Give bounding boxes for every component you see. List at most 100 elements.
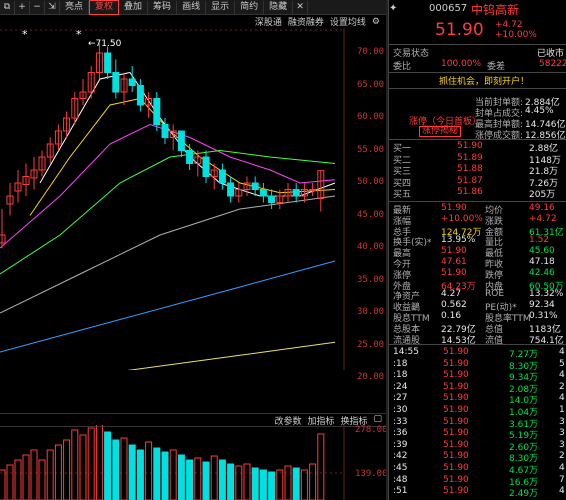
tick-row: :18 51.90 8.30万 5 [389, 359, 566, 372]
stat-value: 0.31% [529, 311, 558, 321]
expand-icon[interactable]: ▢ [373, 414, 382, 424]
tick-time: :51 [393, 486, 408, 497]
stat-label: 内盘 [485, 281, 504, 292]
volume-bar [317, 433, 325, 500]
tick-volume: 16.6万 [509, 477, 539, 488]
stat-value: 45.60 [529, 246, 555, 257]
stat-value: 51.90 [441, 267, 467, 278]
candle-body [145, 98, 153, 106]
draw-button[interactable]: 画线 [177, 0, 207, 14]
candles [0, 43, 325, 248]
order-book-price: 51.86 [457, 187, 483, 197]
volume-chart[interactable] [0, 425, 386, 500]
tick-time: :33 [393, 416, 408, 427]
tick-volume: 14.0万 [509, 396, 539, 407]
tick-row: :51 51.90 2.49万 4 [389, 486, 566, 499]
candle-body [169, 130, 177, 138]
tab-switch-indicator[interactable]: 换指标 [340, 417, 368, 427]
tick-price: 51.90 [443, 439, 469, 450]
candle-body [268, 195, 276, 203]
order-book-row[interactable]: 买三 51.88 21.8万 [389, 164, 566, 177]
stat-label: 涨幅 [393, 216, 412, 227]
candle-body [79, 91, 87, 99]
tick-row: :30 51.90 1.04万 1 [389, 405, 566, 418]
order-book-row[interactable]: 买五 51.86 205万 [389, 187, 566, 200]
panel-splitter[interactable] [386, 0, 388, 500]
stat-label: 流通股 [393, 335, 421, 346]
stat-label: 净资产 [393, 292, 421, 303]
display-button[interactable]: 显示 [206, 0, 236, 14]
indicator-subbar: 深股通 融资融券 设置均线 ⚙ [0, 15, 386, 29]
candlestick-chart[interactable]: * * ←71.50 [0, 28, 386, 370]
star-icon[interactable]: ✦ [389, 3, 398, 14]
candle-body [95, 52, 103, 73]
tab-add-indicator[interactable]: 加指标 [307, 417, 335, 427]
volume-bar [95, 425, 103, 500]
ma-line [0, 260, 336, 353]
candle-body [161, 124, 169, 138]
tick-time: :24 [393, 381, 408, 392]
candle-body [87, 72, 95, 93]
tick-count: 3 [559, 416, 565, 427]
highlight-button[interactable]: 亮点 [60, 0, 90, 14]
order-book-label: 买四 [393, 178, 412, 189]
copy-icon[interactable]: ⧉ [0, 0, 15, 14]
tick-row: :48 51.90 16.6万 7 [389, 474, 566, 488]
chips-button[interactable]: 筹码 [148, 0, 178, 14]
candle-body [0, 234, 6, 244]
stat-value: 47.18 [529, 257, 555, 267]
stats-row: 外盘 64.23万 内盘 60.50万 [389, 279, 566, 292]
stat-label: 均价 [485, 206, 504, 216]
candle-body [202, 156, 210, 177]
ma-line [0, 123, 336, 249]
promo-banner[interactable]: 抓住机会，即刻开户！ [439, 77, 530, 87]
chart-toolbar: ⧉ + − ⇲ 亮点 复权 叠加 筹码 画线 显示 简约 隐藏 ✕ [0, 0, 386, 15]
gear-icon[interactable]: ⚙ [371, 16, 380, 27]
order-book-row[interactable]: 买四 51.87 7.26万 [389, 176, 566, 189]
candle-body [54, 130, 62, 145]
overlay-button[interactable]: 叠加 [119, 0, 149, 14]
hide-button[interactable]: 隐藏 [264, 0, 294, 14]
candle-body [136, 85, 144, 106]
limit-up-reveal-button[interactable]: 涨停揭秘 [389, 126, 566, 138]
moving-average-lines [0, 71, 336, 370]
tick-count: 2 [559, 451, 565, 462]
volume-bar [309, 463, 317, 500]
candle-body [46, 143, 54, 158]
tick-volume: 1.04万 [509, 408, 539, 418]
tick-volume: 4.67万 [509, 466, 539, 476]
order-book-label: 买五 [393, 190, 412, 200]
stat-label: 跌停 [485, 270, 504, 281]
tick-row: :24 51.90 2.08万 2 [389, 381, 566, 395]
ma-settings-link[interactable]: 设置均线 [329, 18, 366, 28]
tab-edit-params[interactable]: 改参数 [274, 417, 302, 427]
tick-count: 7 [559, 474, 565, 485]
candle-body [235, 189, 243, 197]
stat-label: 收益鶅 [393, 303, 421, 314]
stat-value: 61.31亿 [529, 227, 564, 238]
candle-body [6, 195, 14, 205]
tick-time: :42 [393, 451, 408, 462]
stock-name: 中钨高新 [471, 3, 520, 17]
simple-button[interactable]: 简约 [235, 0, 265, 14]
order-book-label: 买一 [393, 144, 412, 154]
hk-connect-link[interactable]: 深股通 [254, 18, 282, 28]
price-tick: 45.00 [357, 209, 385, 220]
order-book-row[interactable]: 买一 51.90 2.88亿 [389, 141, 566, 154]
margin-link[interactable]: 融资融券 [287, 18, 324, 28]
stats-row: 总手 124.72万 金额 61.31亿 [389, 225, 566, 238]
adjust-button[interactable]: 复权 [89, 0, 120, 15]
tick-time: :45 [393, 463, 408, 473]
stat-value: 124.72万 [441, 227, 482, 238]
quote-header: ✦ 000657 中钨高新 [389, 3, 566, 17]
stat-label: 昨收 [485, 260, 504, 270]
minus-icon[interactable]: − [30, 0, 45, 14]
close-icon[interactable]: ✕ [293, 0, 309, 14]
volume-bar [104, 431, 112, 500]
scale-icon[interactable]: ⇲ [45, 0, 60, 14]
order-book-row[interactable]: 买二 51.89 1148万 [389, 153, 566, 166]
tick-time: :36 [393, 428, 408, 439]
volume-bar [63, 439, 71, 500]
plus-icon[interactable]: + [15, 0, 30, 14]
tick-count: 4 [559, 486, 565, 497]
